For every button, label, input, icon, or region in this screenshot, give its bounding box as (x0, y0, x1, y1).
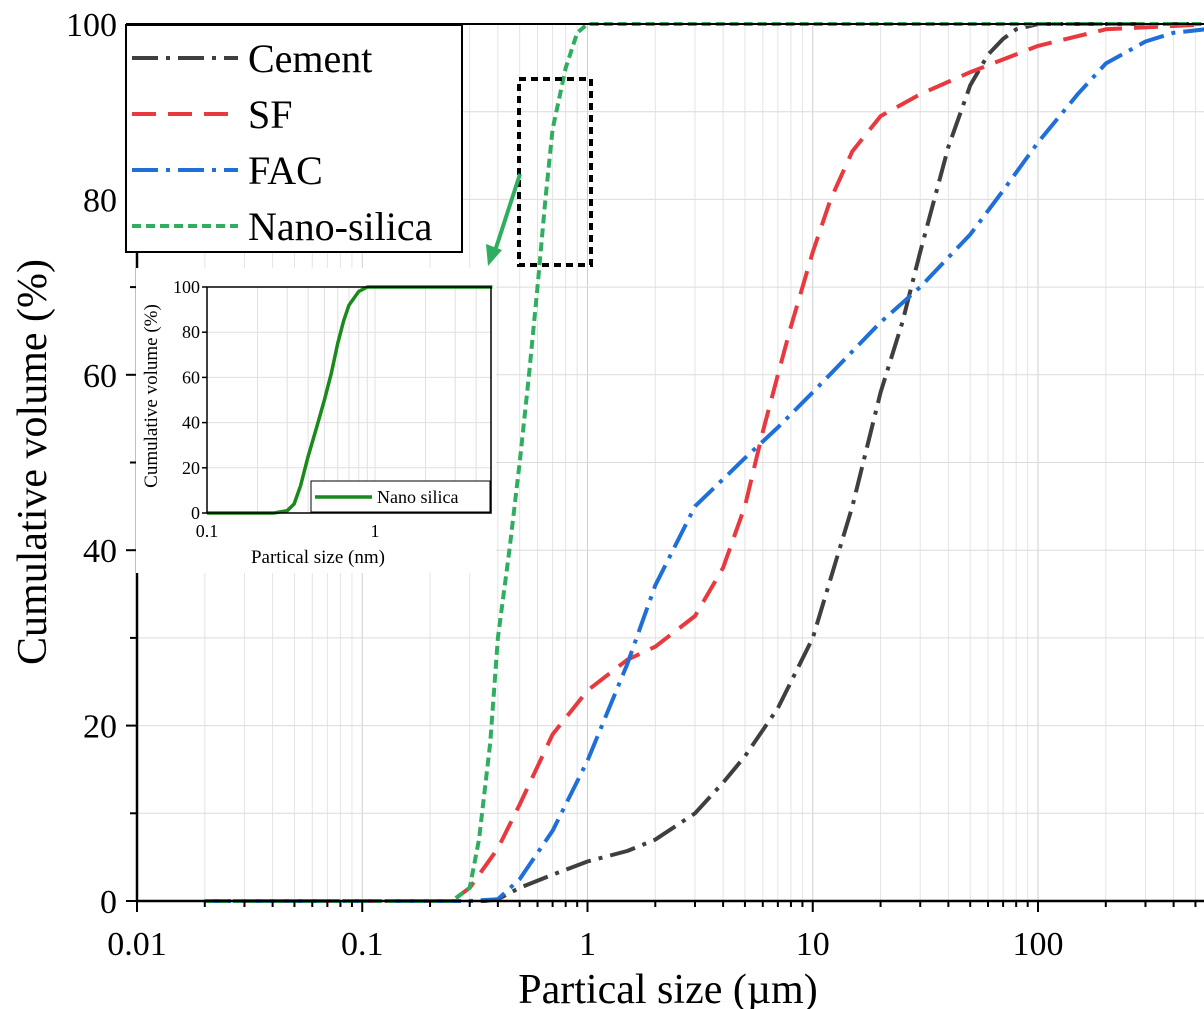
inset-chart: 0 20 40 60 80 100 0.1 1 Partical size (nm) Cumula… (136, 268, 496, 573)
inset-y-tick-label: 40 (182, 413, 200, 433)
x-tick-label: 1 (579, 926, 596, 963)
y-tick-label: 0 (100, 884, 117, 921)
y-tick-label: 60 (83, 358, 117, 395)
zoom-box (517, 77, 593, 267)
inset-series-line (207, 285, 493, 515)
x-tick-label: 10 (796, 926, 830, 963)
inset-frame (206, 286, 492, 514)
inset-x-tick-label: 0.1 (196, 521, 219, 541)
y-tick-label: 100 (66, 7, 117, 44)
y-tick-label: 80 (83, 182, 117, 219)
zoom-annotation (486, 77, 593, 267)
x-tick-label: 100 (1013, 926, 1064, 963)
legend-box (125, 24, 463, 253)
series-line-nano-silica (204, 22, 1204, 903)
main-legend: Cement SF FAC Nano-silica (125, 24, 463, 253)
inset-x-tick-label: 1 (371, 521, 380, 541)
inset-y-tick-label: 60 (182, 367, 200, 387)
inset-y-tick-label: 20 (182, 458, 200, 478)
inset-y-axis-label: Cumulative volume (%) (141, 304, 162, 488)
series-line-fac (204, 27, 1204, 903)
legend-label: Nano-silica (248, 204, 433, 249)
legend-label: FAC (248, 148, 323, 193)
main-series-lines (204, 22, 1204, 903)
inset-y-tick-label: 80 (182, 322, 200, 342)
legend-label: SF (248, 92, 293, 137)
y-axis-label: Cumulative volume (%) (10, 259, 56, 665)
x-tick-label: 0.01 (107, 926, 167, 963)
zoom-arrow-head (486, 244, 502, 266)
y-tick-label: 40 (83, 533, 117, 570)
inset-y-tick-label: 0 (191, 503, 200, 523)
y-tick-label: 20 (83, 709, 117, 746)
inset-y-tick-label: 100 (173, 277, 200, 297)
zoom-arrow-shaft (492, 173, 522, 255)
inset-x-axis-label: Partical size (nm) (251, 547, 385, 568)
inset-background (136, 268, 496, 573)
inset-legend-label: Nano silica (377, 487, 458, 507)
legend-label: Cement (248, 36, 372, 81)
x-axis-label: Partical size (µm) (518, 967, 817, 1009)
x-tick-label: 0.1 (341, 926, 384, 963)
